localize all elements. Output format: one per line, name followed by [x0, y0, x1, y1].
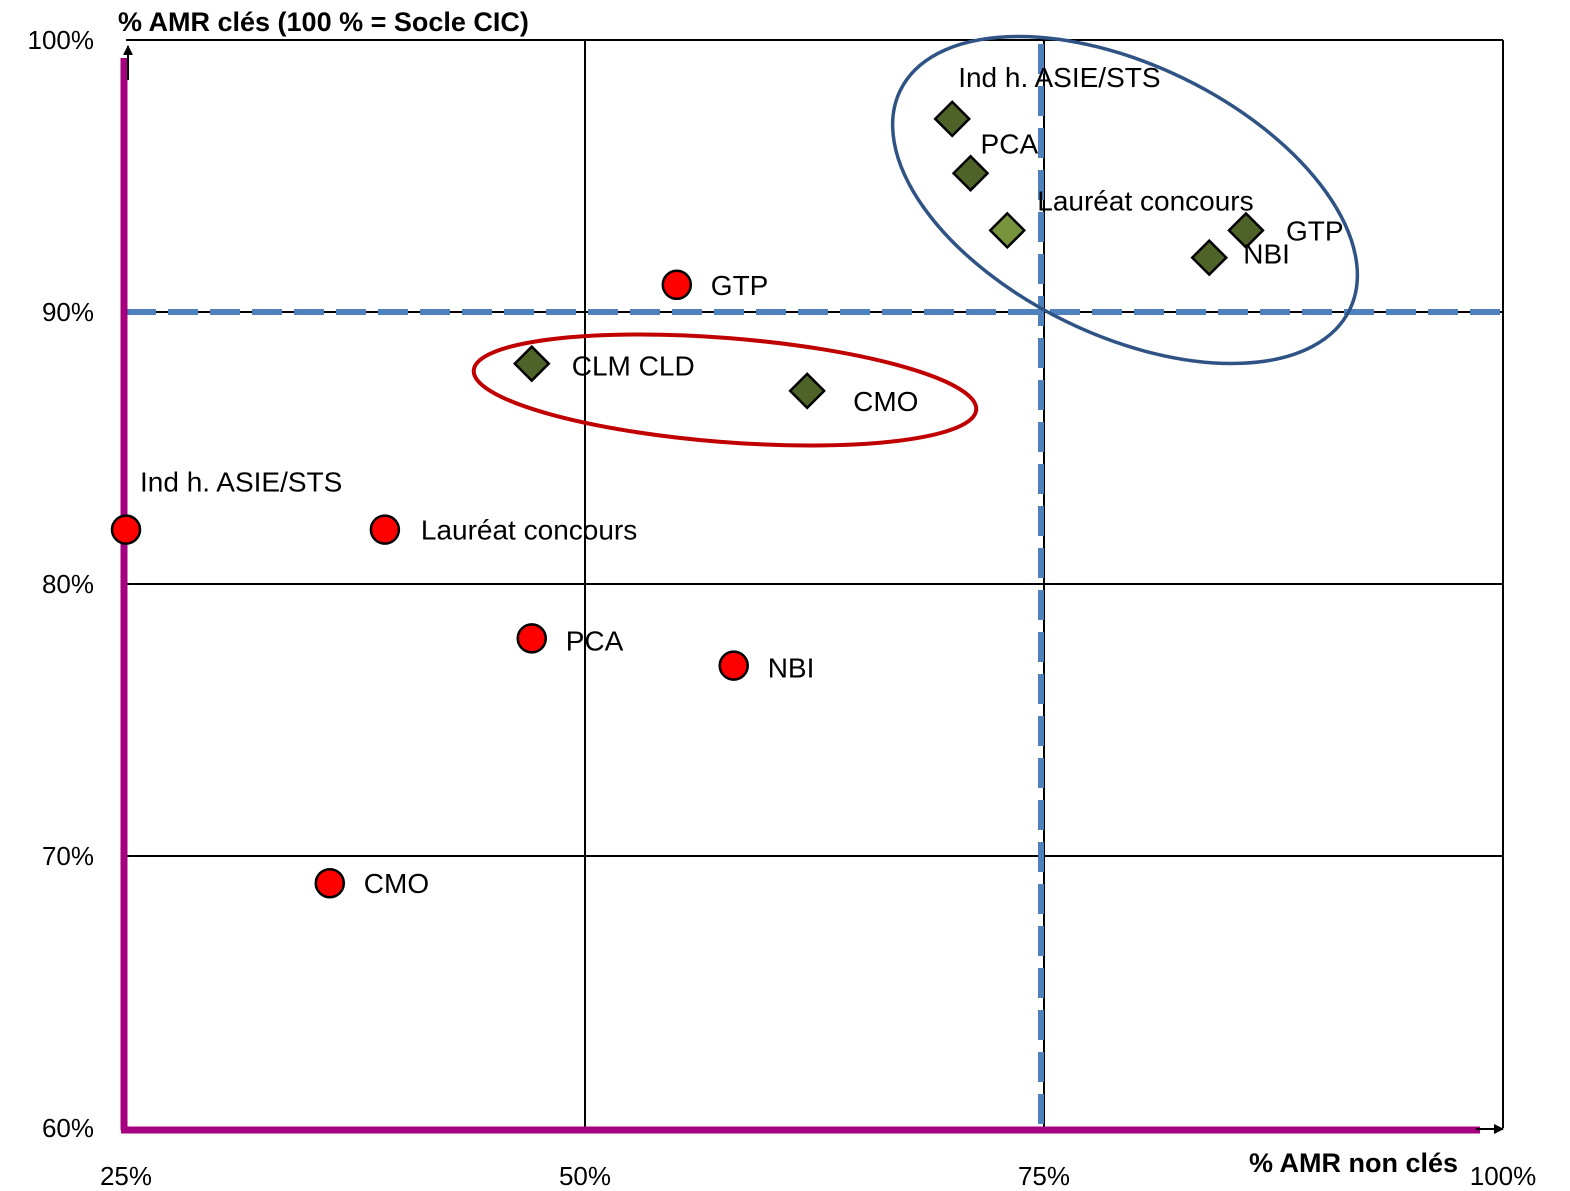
- data-point-diamond: [1227, 211, 1265, 250]
- data-point-circle: [314, 867, 346, 899]
- data-point-diamond: [512, 344, 551, 383]
- data-label: GTP: [711, 270, 769, 301]
- data-label: CMO: [853, 386, 918, 417]
- data-label: CLM CLD: [572, 351, 695, 382]
- data-label: Ind h. ASIE/STS: [958, 62, 1160, 93]
- data-point-diamond: [933, 100, 971, 138]
- point-labels: Ind h. ASIE/STS Lauréat concours GTP PCA NBI…: [140, 62, 1344, 899]
- data-point-circle: [110, 514, 142, 545]
- data-point-diamond: [788, 372, 826, 410]
- group-highlights: [471, 34, 1360, 448]
- y-tick-label: 60%: [42, 1113, 94, 1143]
- data-label: Lauréat concours: [1037, 185, 1253, 216]
- axes: [120, 45, 1504, 1134]
- data-point-circle: [516, 623, 548, 654]
- data-label: NBI: [768, 653, 815, 684]
- data-point-diamond: [951, 154, 990, 193]
- x-tick-label: 25%: [100, 1161, 152, 1191]
- grid: [126, 39, 1504, 1128]
- data-point-diamond: [988, 211, 1027, 250]
- reference-lines: [126, 44, 1503, 1128]
- highlight-ellipse-middle: [471, 332, 979, 448]
- x-tick-label: 100%: [1470, 1161, 1537, 1191]
- data-label: NBI: [1243, 239, 1290, 270]
- data-label: PCA: [981, 128, 1039, 159]
- data-point-diamond: [1190, 238, 1229, 277]
- y-axis-title: % AMR clés (100 % = Socle CIC): [118, 7, 529, 37]
- x-axis-title: % AMR non clés: [1249, 1148, 1458, 1178]
- data-label: PCA: [566, 625, 624, 656]
- data-point-circle: [369, 514, 401, 545]
- data-label: Ind h. ASIE/STS: [140, 467, 342, 498]
- data-label: CMO: [364, 868, 429, 899]
- x-tick-label: 50%: [559, 1161, 611, 1191]
- data-points: [110, 100, 1265, 899]
- y-tick-label: 90%: [42, 297, 94, 327]
- x-tick-label: 75%: [1018, 1161, 1070, 1191]
- data-label: GTP: [1286, 215, 1344, 246]
- y-tick-label: 80%: [42, 569, 94, 599]
- tick-labels: 25% 50% 75% 100% 60% 70% 80% 90% 100%: [28, 25, 1537, 1191]
- data-label: Lauréat concours: [421, 515, 637, 546]
- data-point-circle: [718, 650, 749, 681]
- y-tick-label: 100%: [28, 25, 95, 55]
- y-tick-label: 70%: [42, 841, 94, 871]
- data-point-circle: [661, 269, 693, 301]
- highlight-ellipse-top-right: [890, 34, 1360, 366]
